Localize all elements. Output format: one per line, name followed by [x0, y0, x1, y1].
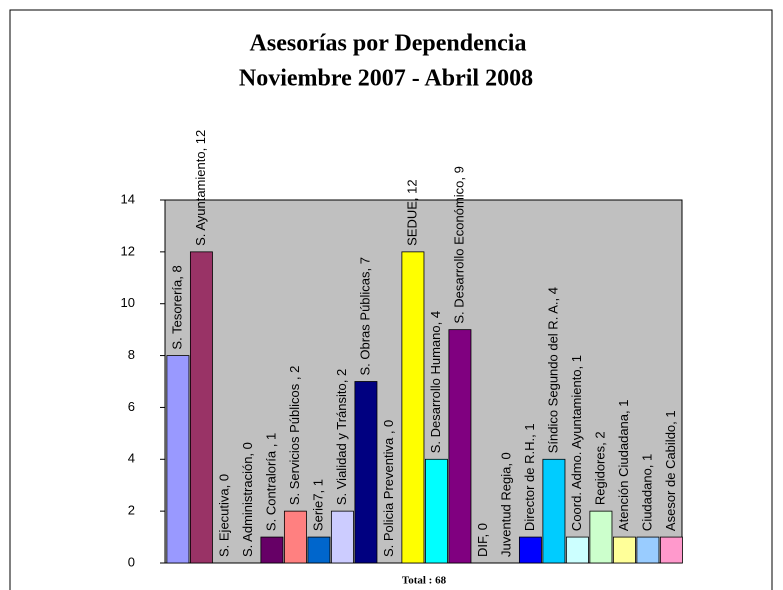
- bar: [330, 510, 354, 564]
- bar: [354, 381, 378, 564]
- data-label: Asesor de Cabildo, 1: [663, 410, 678, 531]
- y-tick-label: 0: [128, 554, 135, 569]
- bar: [565, 536, 589, 564]
- y-tick-label: 2: [128, 503, 135, 518]
- data-label: S. Tesorería, 8: [169, 265, 184, 349]
- data-label: S. Administración, 0: [240, 442, 255, 557]
- data-label: Coord. Admo. Ayuntamiento, 1: [569, 355, 584, 531]
- bar: [659, 536, 683, 564]
- data-label: S. Policia Preventiva , 0: [381, 420, 396, 557]
- data-label: Regidores, 2: [592, 431, 607, 505]
- bar: [424, 458, 448, 564]
- data-label: Juventud Regia, 0: [498, 452, 513, 557]
- data-label: S. Servicios Públicos , 2: [287, 366, 302, 505]
- y-tick-label: 14: [121, 191, 135, 206]
- data-label: Síndico Segundo del R. A., 4: [545, 287, 560, 453]
- bar: [542, 458, 566, 564]
- bar: [448, 329, 472, 564]
- data-label: S. Contraloría , 1: [263, 433, 278, 531]
- chart-subtitle: Noviembre 2007 - Abril 2008: [239, 66, 533, 92]
- bar: [189, 251, 213, 564]
- bar: [307, 536, 331, 564]
- data-label: S. Ayuntamiento, 12: [193, 130, 208, 246]
- bar: [260, 536, 284, 564]
- y-tick-label: 4: [128, 451, 135, 466]
- y-tick-label: 8: [128, 347, 135, 362]
- bar: [518, 536, 542, 564]
- data-label: Director de R.H., 1: [522, 423, 537, 531]
- data-label: S. Vialidad y Tránsito, 2: [334, 369, 349, 505]
- data-label: Atención Ciudadana, 1: [616, 400, 631, 532]
- data-label: SEDUE, 12: [404, 179, 419, 245]
- bar: [612, 536, 636, 564]
- y-tick-label: 6: [128, 399, 135, 414]
- bar: [283, 510, 307, 564]
- data-label: S. Desarrollo Económico, 9: [451, 166, 466, 324]
- y-tick-label: 10: [121, 295, 135, 310]
- bar: [401, 251, 425, 564]
- data-label: S. Ejecutiva, 0: [216, 474, 231, 557]
- bar: [636, 536, 660, 564]
- data-label: S. Desarrollo Humano, 4: [428, 311, 443, 453]
- data-label: DIF, 0: [475, 523, 490, 557]
- data-label: Serie7, 1: [310, 479, 325, 531]
- data-label: S. Obras Públicas, 7: [357, 257, 372, 376]
- data-label: Ciudadano, 1: [639, 454, 654, 531]
- chart-frame: [9, 9, 773, 590]
- chart-title: Asesorías por Dependencia: [250, 31, 527, 57]
- bar: [166, 355, 190, 564]
- x-axis-label: Total : 68: [402, 575, 447, 587]
- y-tick-label: 12: [121, 243, 135, 258]
- bar: [589, 510, 613, 564]
